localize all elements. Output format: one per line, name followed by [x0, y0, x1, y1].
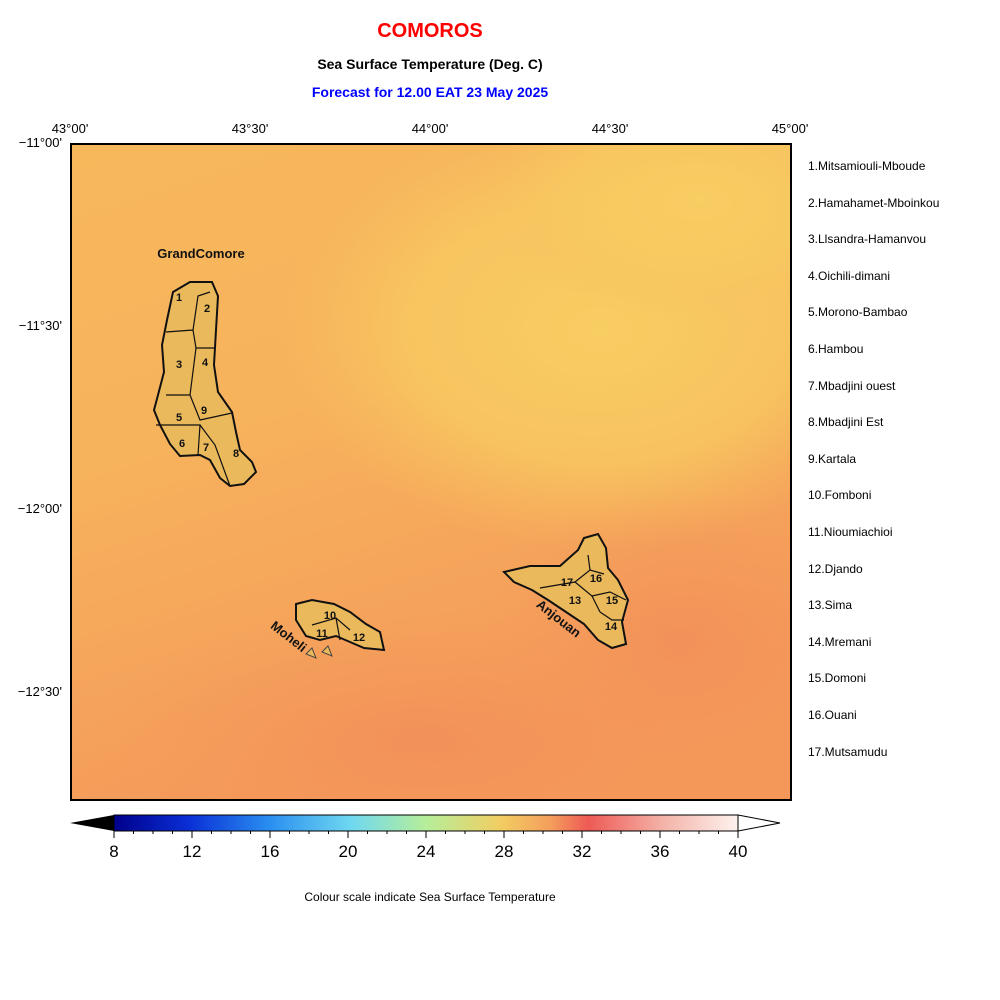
region-number: 14 [605, 621, 618, 633]
forecast-time: Forecast for 12.00 EAT 23 May 2025 [311, 84, 549, 100]
anjouan-borders [539, 554, 627, 621]
moheli-island [295, 598, 386, 652]
colorbar-tick-label: 28 [494, 842, 514, 861]
grand-comore-island [152, 281, 258, 488]
lon-label: 43°30' [231, 121, 269, 136]
grand-comore-borders [156, 291, 233, 487]
lat-label: −11°30' [18, 318, 62, 333]
color-scale-bar [70, 814, 781, 838]
lon-label: 45°00' [771, 121, 809, 136]
colorbar-tick-label: 8 [109, 842, 119, 861]
region-legend: 1.Mitsamiouli-Mboude 2.Hamahamet-Mboinko… [808, 158, 939, 780]
warm-water-zone [480, 143, 792, 320]
region-number: 13 [569, 595, 581, 607]
legend-item: 10.Fomboni [808, 488, 872, 503]
legend-item: 15.Domoni [808, 671, 867, 686]
region-number: 7 [203, 442, 209, 454]
region-number: 6 [179, 438, 185, 450]
colorbar-caption: Colour scale indicate Sea Surface Temper… [304, 890, 556, 904]
region-number: 16 [590, 573, 602, 585]
legend-item: 17.Mutsamudu [808, 744, 888, 759]
lat-label: −12°30' [17, 684, 62, 699]
moheli-borders [311, 617, 351, 641]
region-number: 17 [561, 577, 573, 589]
region-number: 4 [202, 357, 209, 369]
colorbar-tick-label: 36 [650, 842, 670, 861]
region-number: 5 [176, 412, 182, 424]
legend-item: 5.Morono-Bambao [808, 305, 908, 320]
map-frame [70, 143, 792, 801]
legend-item: 14.Mremani [808, 634, 872, 649]
colorbar-tick-label: 24 [416, 842, 436, 861]
colorbar-tick-label: 40 [728, 842, 748, 861]
map-title: COMOROS [377, 20, 483, 42]
lon-label: 44°00' [411, 121, 449, 136]
legend-item: 8.Mbadjini Est [808, 415, 884, 430]
region-number: 3 [176, 359, 182, 371]
region-number: 2 [204, 303, 210, 315]
legend-item: 11.Nioumiachioi [808, 524, 893, 539]
legend-item: 9.Kartala [808, 451, 857, 466]
colorbar-tick-label: 20 [338, 842, 358, 861]
map-subtitle: Sea Surface Temperature (Deg. C) [317, 56, 543, 72]
region-number: 8 [233, 448, 239, 460]
legend-item: 3.Llsandra-Hamanvou [808, 232, 927, 247]
colorbar-max-arrow [737, 814, 781, 832]
moheli-islets [305, 645, 333, 659]
lat-label: −11°00' [18, 135, 62, 150]
lon-label: 44°30' [591, 121, 629, 136]
region-number: 10 [324, 610, 336, 622]
sst-map: 1 2 3 4 5 6 7 8 9 10 11 12 13 14 15 16 1… [70, 143, 792, 801]
region-number: 12 [353, 632, 365, 644]
lon-label: 43°00' [51, 121, 89, 136]
colorbar-tick-label: 12 [182, 842, 202, 861]
colorbar-tick-label: 32 [572, 842, 592, 861]
legend-item: 1.Mitsamiouli-Mboude [808, 159, 926, 173]
legend-item: 16.Ouani [808, 707, 857, 722]
legend-item: 12.Djando [808, 561, 863, 576]
anjouan-island [502, 532, 630, 650]
island-name-grand-comore: GrandComore [157, 246, 244, 261]
colorbar-tick-label: 16 [260, 842, 280, 861]
region-number: 11 [316, 628, 328, 640]
legend-item: 4.Oichili-dimani [808, 268, 891, 283]
legend-item: 7.Mbadjini ouest [808, 378, 896, 393]
legend-item: 13.Sima [808, 598, 853, 613]
region-number: 1 [176, 292, 182, 304]
legend-item: 6.Hambou [808, 341, 864, 356]
region-number: 9 [201, 405, 207, 417]
colorbar-gradient [113, 814, 739, 832]
legend-item: 2.Hamahamet-Mboinkou [808, 195, 940, 210]
lat-label: −12°00' [17, 501, 62, 516]
region-number: 15 [606, 595, 618, 607]
colorbar-min-arrow [70, 815, 114, 831]
